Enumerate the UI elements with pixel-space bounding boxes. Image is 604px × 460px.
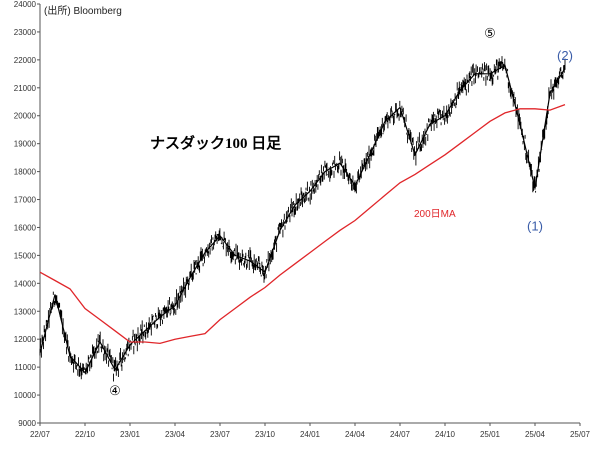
annotations: ④ ⑤ (1) (2) <box>109 26 573 399</box>
ma200-line <box>39 103 566 345</box>
y-tick-label: 16000 <box>14 223 37 232</box>
y-tick-label: 23000 <box>14 28 37 37</box>
y-tick-label: 11000 <box>14 363 36 372</box>
ma-label: 200日MA <box>414 209 456 220</box>
y-tick-label: 15000 <box>14 251 37 260</box>
y-tick-label: 10000 <box>14 391 37 400</box>
x-tick-label: 23/10 <box>255 430 276 439</box>
price-daily-bars <box>39 56 566 382</box>
y-tick-label: 22000 <box>14 56 37 65</box>
x-tick-label: 25/01 <box>480 430 501 439</box>
y-tick-label: 9000 <box>18 419 36 428</box>
x-tick-label: 25/04 <box>525 430 546 439</box>
wave-annotation: (2) <box>557 48 573 63</box>
chart-title: ナスダック100 日足 <box>150 134 282 152</box>
y-tick-label: 19000 <box>14 140 37 149</box>
price-line <box>39 64 566 374</box>
wave-annotation: ⑤ <box>484 26 496 41</box>
x-tick-label: 24/04 <box>345 430 366 439</box>
y-tick-label: 12000 <box>14 335 37 344</box>
x-axis: 22/07 22/10 23/01 23/04 23/07 23/10 24/01 24/04… <box>30 423 591 439</box>
x-tick-label: 22/10 <box>75 430 96 439</box>
y-tick-label: 17000 <box>14 196 37 205</box>
y-axis: 9000 10000 11000 12000 13000 14000 15000 16000 1… <box>14 0 40 428</box>
wave-annotation: (1) <box>527 218 543 233</box>
x-tick-label: 23/07 <box>210 430 231 439</box>
x-tick-label: 24/07 <box>390 430 411 439</box>
ma-series <box>39 103 566 345</box>
x-tick-label: 23/01 <box>120 430 141 439</box>
chart-source: (出所) Bloomberg <box>44 4 122 17</box>
wave-annotation: ④ <box>109 383 121 398</box>
y-tick-label: 14000 <box>14 279 37 288</box>
x-tick-label: 24/10 <box>435 430 456 439</box>
x-tick-label: 24/01 <box>300 430 321 439</box>
y-tick-label: 21000 <box>14 84 37 93</box>
y-tick-label: 20000 <box>14 112 37 121</box>
x-tick-label: 25/07 <box>570 430 591 439</box>
y-tick-label: 24000 <box>14 0 37 9</box>
y-tick-label: 13000 <box>14 307 37 316</box>
price-series <box>39 56 566 382</box>
x-tick-label: 23/04 <box>165 430 186 439</box>
y-tick-label: 18000 <box>14 168 37 177</box>
x-tick-label: 22/07 <box>30 430 51 439</box>
